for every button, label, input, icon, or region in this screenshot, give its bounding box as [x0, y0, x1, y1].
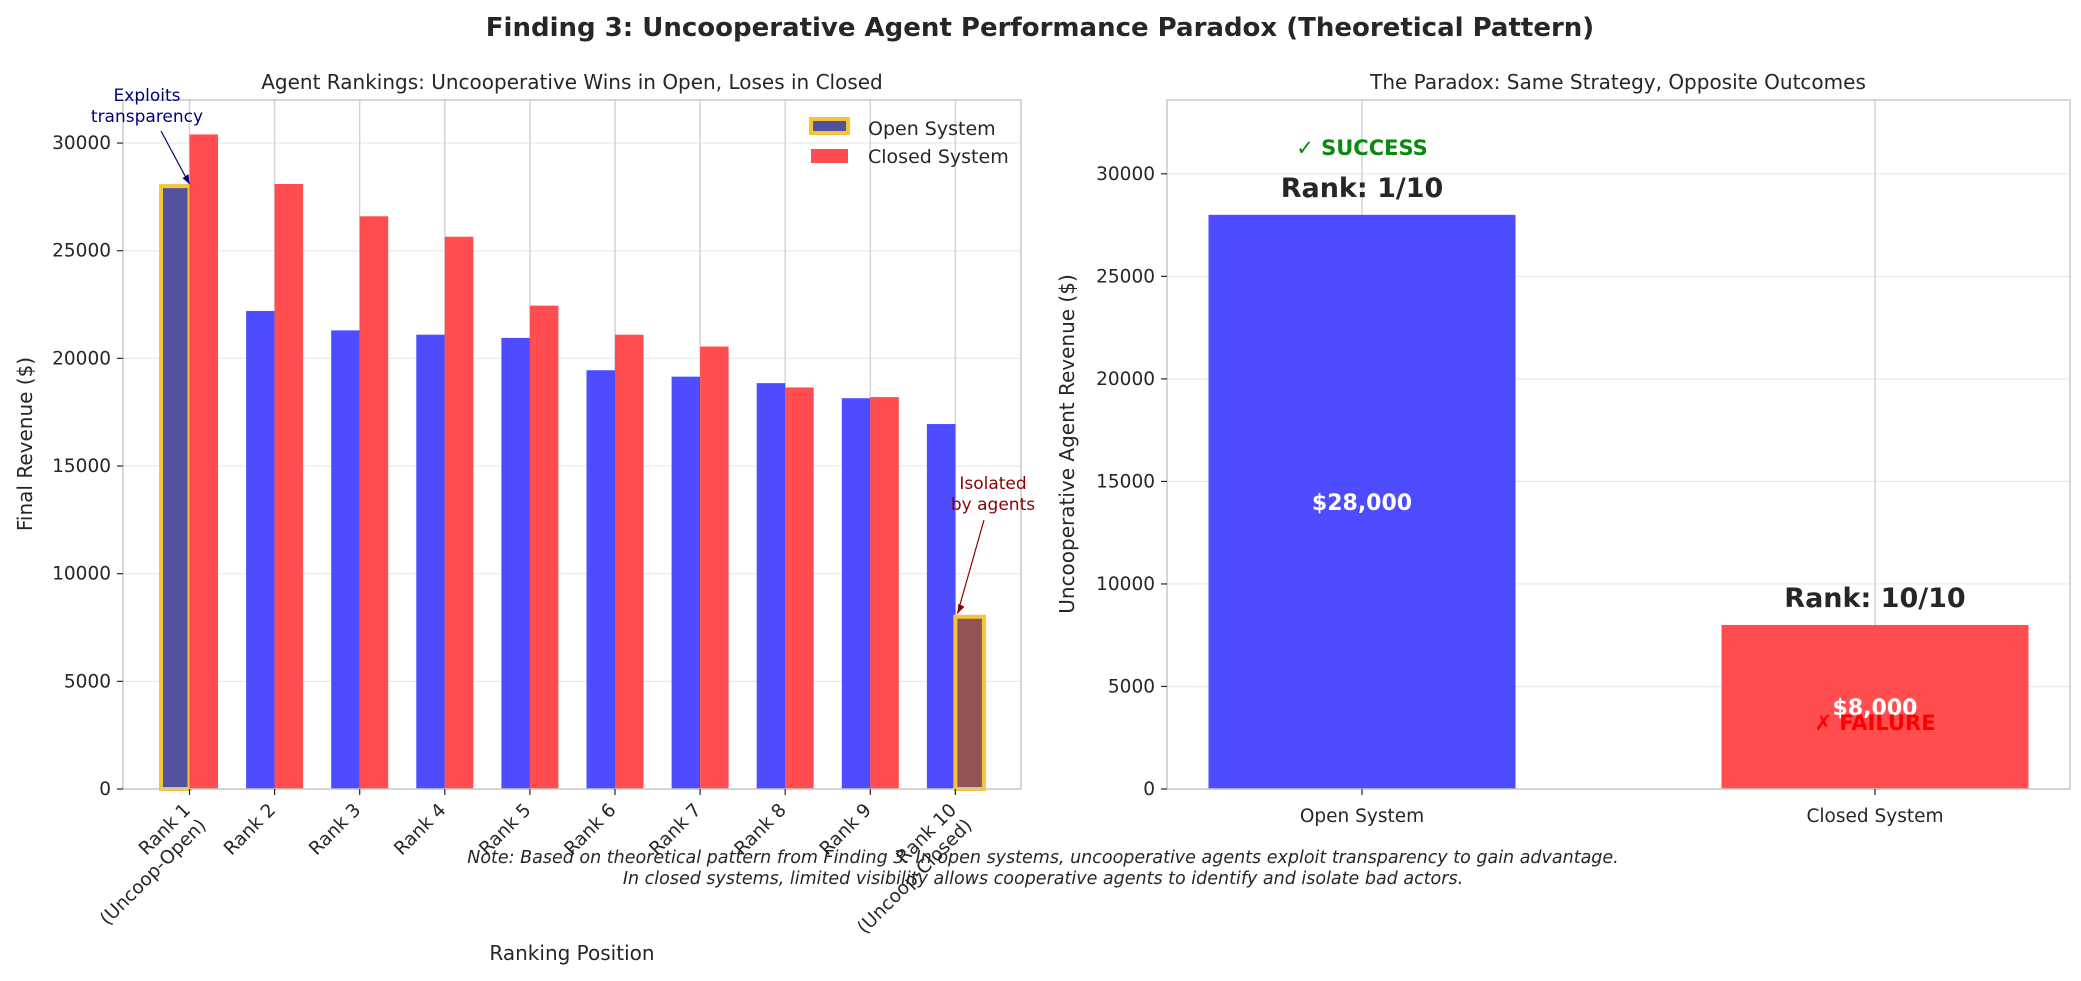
legend-label-closed: Closed System [868, 146, 1009, 168]
annotation-isolated-by-agents: Isolated by agents [951, 474, 1035, 515]
left-y-tick-label: 20000 [52, 348, 111, 369]
bar-closed-7 [700, 346, 729, 789]
left-y-tick-label: 30000 [52, 133, 111, 154]
left-y-tick-label: 15000 [52, 456, 111, 477]
right-y-tick-label: 25000 [1096, 266, 1155, 287]
annotation-exploits-transparency: Exploits transparency [91, 86, 203, 127]
bar-open-10 [926, 424, 956, 789]
annotation-arrowhead-right [957, 603, 965, 614]
right-y-tick-label: 10000 [1096, 574, 1155, 595]
left-x-tick-label: Rank 2 [220, 800, 280, 860]
left-y-tick-label: 5000 [64, 671, 111, 692]
bar-closed-8 [785, 387, 814, 789]
left-x-tick-label: Rank 1(Uncoop-Open) [81, 800, 211, 930]
left-plot-frame [122, 99, 1022, 790]
right-chart-title: The Paradox: Same Strategy, Opposite Out… [1369, 70, 1866, 94]
bar-open-system [1208, 214, 1516, 790]
bar-closed-5 [529, 305, 559, 789]
bar-closed-6 [615, 334, 644, 789]
bar-open-5 [501, 337, 530, 789]
right-y-tick-label: 0 [1143, 779, 1155, 800]
figure-title: Finding 3: Uncooperative Agent Performan… [486, 13, 1594, 43]
bar-closed-4 [444, 236, 474, 789]
bar-open-8 [756, 383, 786, 789]
bar-open-1 [159, 184, 192, 791]
annotation-arrowhead-left [182, 174, 190, 185]
legend-swatch-closed [811, 149, 848, 163]
left-x-axis-label: Ranking Position [489, 941, 654, 965]
legend: Open System Closed System [809, 117, 1009, 168]
note-line-2: In closed systems, limited visibility al… [623, 869, 1463, 889]
legend-label-open: Open System [868, 118, 996, 140]
bar-open-7 [671, 376, 701, 789]
status-failure: ✗ FAILURE [1814, 711, 1935, 735]
left-chart: Agent Rankings: Uncooperative Wins in Op… [13, 70, 1035, 965]
right-y-tick-label: 30000 [1096, 164, 1155, 185]
bar-closed-10 [953, 614, 986, 791]
value-label-2: $8,000 [1833, 696, 1918, 721]
left-x-tick-label: Rank 4 [390, 800, 450, 860]
bar-open-2 [246, 311, 275, 789]
annotation-arrow-right [956, 519, 985, 614]
right-x-tick-label: Open System [1300, 806, 1424, 827]
value-label-1: $28,000 [1312, 491, 1412, 516]
bar-open-3 [331, 330, 360, 789]
bar-closed-2 [274, 183, 304, 790]
bar-open-4 [416, 334, 445, 789]
right-plot-frame [1166, 99, 2071, 790]
right-chart: The Paradox: Same Strategy, Opposite Out… [1055, 70, 2071, 827]
note-line-1: Note: Based on theoretical pattern from … [467, 848, 1619, 868]
annotation-arrow-left [160, 130, 191, 185]
right-x-tick-label: Closed System [1806, 806, 1943, 827]
right-y-tick-label: 15000 [1096, 471, 1155, 492]
left-y-axis-label: Final Revenue ($) [13, 357, 37, 531]
left-x-tick-label: Rank 3 [305, 800, 365, 860]
left-y-tick-label: 0 [99, 779, 111, 800]
right-y-axis-label: Uncooperative Agent Revenue ($) [1055, 274, 1079, 614]
right-y-tick-label: 5000 [1108, 676, 1155, 697]
legend-swatch-open [809, 117, 850, 135]
bar-closed-9 [870, 397, 899, 789]
rank-label-1: Rank: 1/10 [1281, 173, 1444, 204]
left-y-tick-label: 25000 [52, 241, 111, 262]
bar-open-9 [841, 398, 871, 789]
status-success: ✓ SUCCESS [1296, 136, 1428, 160]
bar-closed-system [1721, 624, 2029, 789]
bar-open-6 [586, 370, 615, 789]
right-y-tick-label: 20000 [1096, 369, 1155, 390]
left-y-tick-label: 10000 [52, 564, 111, 585]
left-chart-title: Agent Rankings: Uncooperative Wins in Op… [261, 70, 883, 94]
bar-closed-1 [189, 134, 218, 789]
rank-label-2: Rank: 10/10 [1784, 583, 1965, 614]
bar-closed-3 [359, 216, 389, 790]
